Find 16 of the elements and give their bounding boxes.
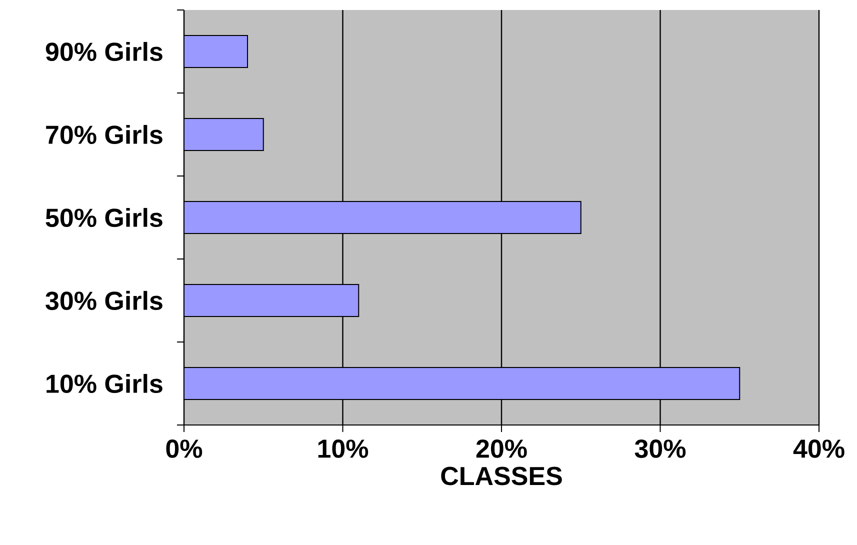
bar	[184, 118, 264, 152]
x-tick-label: 20%	[476, 440, 527, 458]
y-tick-label: 90% Girls	[46, 42, 162, 62]
y-tick-label: 50% Girls	[46, 208, 162, 228]
y-tick-label: 30% Girls	[46, 290, 162, 310]
y-tick-label: 70% Girls	[46, 124, 162, 144]
x-tick-label: 30%	[634, 440, 686, 458]
x-tick-label: 10%	[318, 440, 368, 458]
x-tick-label: 40%	[793, 440, 844, 458]
x-tick-label: 0%	[166, 440, 202, 458]
y-tick-label: 10% Girls	[46, 374, 162, 394]
x-axis-title: CLASSES	[441, 466, 562, 486]
bar	[184, 35, 248, 68]
bar	[184, 284, 360, 318]
bar	[184, 367, 740, 400]
bar	[184, 201, 582, 234]
